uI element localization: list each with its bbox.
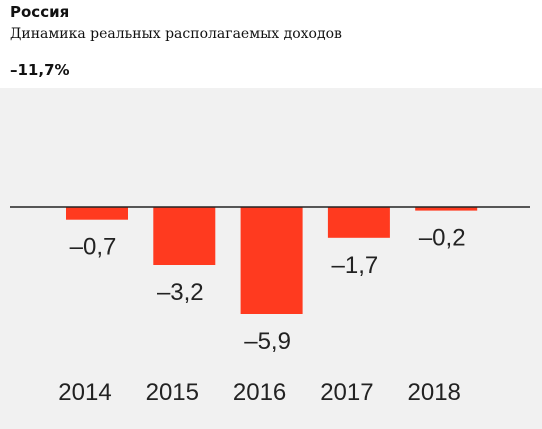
bar-2016	[240, 207, 303, 314]
bars-group	[66, 207, 478, 314]
bar-2015	[153, 207, 216, 265]
value-label-2014: –0,7	[70, 234, 117, 261]
bar-2014	[66, 207, 128, 220]
total-change-label: –11,7%	[10, 61, 70, 79]
value-label-2017: –1,7	[332, 252, 379, 279]
bar-2017	[327, 207, 390, 238]
value-label-2016: –5,9	[244, 328, 291, 355]
category-label-2016: 2016	[233, 379, 286, 406]
category-label-2017: 2017	[320, 379, 373, 406]
value-label-2018: –0,2	[419, 225, 466, 252]
category-label-2018: 2018	[408, 379, 461, 406]
chart-subtitle: Динамика реальных располагаемых доходов	[10, 26, 342, 42]
bar-2018	[415, 207, 478, 211]
category-label-2014: 2014	[58, 379, 111, 406]
category-label-2015: 2015	[146, 379, 199, 406]
value-label-2015: –3,2	[157, 279, 204, 306]
category-labels-group: 2014 2015 2016 2017 2018	[58, 379, 461, 406]
chart-title: Россия	[10, 3, 70, 21]
value-labels-group: –0,7 –3,2 –5,9 –1,7 –0,2	[70, 225, 466, 355]
